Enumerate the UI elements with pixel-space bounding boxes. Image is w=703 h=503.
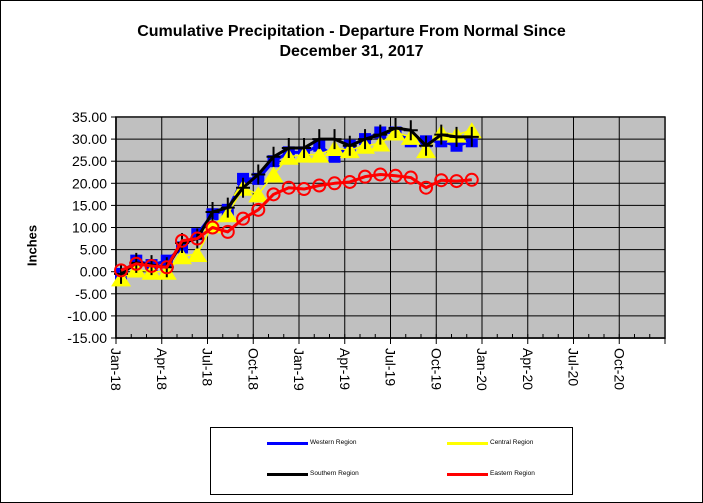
data-point-southern-region bbox=[449, 126, 464, 147]
legend-swatch-eastern bbox=[447, 473, 488, 476]
data-point-central-region bbox=[187, 246, 208, 263]
data-point-southern-region bbox=[236, 177, 251, 198]
x-tick-label: Jul-20 bbox=[566, 348, 582, 386]
data-point-southern-region bbox=[327, 129, 342, 150]
y-tick-label: 30.00 bbox=[72, 131, 107, 147]
data-point-eastern-region bbox=[281, 180, 296, 195]
data-point-eastern-region bbox=[297, 182, 312, 197]
data-point-southern-region bbox=[464, 126, 479, 147]
data-point-southern-region bbox=[358, 129, 373, 150]
data-point-southern-region bbox=[434, 124, 449, 145]
data-point-eastern-region bbox=[434, 173, 449, 188]
legend-swatch-western bbox=[267, 442, 308, 445]
data-point-central-region bbox=[309, 146, 330, 163]
data-point-eastern-region bbox=[358, 169, 373, 184]
x-tick-label: Apr-20 bbox=[520, 348, 536, 390]
data-point-eastern-region bbox=[220, 224, 235, 239]
x-tick-label: Apr-18 bbox=[154, 348, 170, 390]
chart-title-line2: December 31, 2017 bbox=[279, 43, 424, 60]
x-tick-label: Jan-19 bbox=[291, 348, 307, 391]
data-point-eastern-region bbox=[403, 170, 418, 185]
data-point-eastern-region bbox=[129, 256, 144, 271]
data-point-eastern-region bbox=[373, 167, 388, 182]
data-point-southern-region bbox=[251, 164, 266, 185]
y-tick-label: 20.00 bbox=[72, 175, 107, 191]
data-point-eastern-region bbox=[464, 172, 479, 187]
y-tick-label: 15.00 bbox=[72, 197, 107, 213]
legend-label-southern: Southern Region bbox=[310, 470, 359, 477]
data-point-eastern-region bbox=[388, 168, 403, 183]
x-tick-label: Jan-18 bbox=[108, 348, 124, 391]
data-point-eastern-region bbox=[114, 263, 129, 278]
x-tick-label: Oct-20 bbox=[611, 348, 627, 390]
chart-title: Cumulative Precipitation - Departure Fro… bbox=[0, 22, 703, 62]
data-point-eastern-region bbox=[159, 260, 174, 275]
data-point-eastern-region bbox=[251, 202, 266, 217]
data-point-southern-region bbox=[281, 137, 296, 158]
data-point-eastern-region bbox=[144, 258, 159, 273]
data-point-southern-region bbox=[373, 124, 388, 145]
y-tick-label: 5.00 bbox=[80, 242, 107, 258]
data-point-southern-region bbox=[205, 202, 220, 223]
y-tick-label: 25.00 bbox=[72, 153, 107, 169]
legend-swatch-southern bbox=[267, 473, 308, 476]
data-point-eastern-region bbox=[175, 233, 190, 248]
data-point-southern-region bbox=[403, 120, 418, 141]
data-point-eastern-region bbox=[236, 211, 251, 226]
data-point-southern-region bbox=[419, 135, 434, 156]
x-tick-label: Jul-19 bbox=[383, 348, 399, 386]
data-point-southern-region bbox=[220, 197, 235, 218]
data-point-southern-region bbox=[342, 135, 357, 156]
legend-label-eastern: Eastern Region bbox=[490, 470, 535, 477]
data-point-southern-region bbox=[297, 137, 312, 158]
data-point-eastern-region bbox=[266, 187, 281, 202]
legend: Western Region Central Region Southern R… bbox=[210, 427, 573, 495]
data-point-central-region bbox=[263, 166, 284, 183]
legend-label-western: Western Region bbox=[310, 439, 357, 446]
legend-label-central: Central Region bbox=[490, 439, 534, 446]
x-tick-label: Jul-18 bbox=[200, 348, 216, 386]
data-point-eastern-region bbox=[419, 180, 434, 195]
y-tick-label: 10.00 bbox=[72, 220, 107, 236]
y-tick-label: 35.00 bbox=[72, 109, 107, 125]
y-tick-label: -15.00 bbox=[67, 330, 107, 346]
x-tick-label: Apr-19 bbox=[337, 348, 353, 390]
chart-title-line1: Cumulative Precipitation - Departure Fro… bbox=[137, 23, 566, 40]
x-tick-label: Oct-19 bbox=[428, 348, 444, 390]
y-tick-label: 0.00 bbox=[80, 264, 107, 280]
x-tick-label: Jan-20 bbox=[474, 348, 490, 391]
data-point-eastern-region bbox=[449, 174, 464, 189]
data-point-southern-region bbox=[388, 118, 403, 139]
x-tick-label: Oct-18 bbox=[245, 348, 261, 390]
data-point-eastern-region bbox=[312, 178, 327, 193]
y-tick-label: -5.00 bbox=[75, 286, 107, 302]
legend-swatch-central bbox=[447, 442, 488, 445]
data-point-eastern-region bbox=[342, 174, 357, 189]
data-point-southern-region bbox=[312, 129, 327, 150]
data-point-central-region bbox=[248, 186, 269, 203]
data-point-central-region bbox=[172, 248, 193, 265]
data-point-eastern-region bbox=[327, 176, 342, 191]
data-point-southern-region bbox=[266, 146, 281, 167]
data-point-eastern-region bbox=[205, 220, 220, 235]
y-tick-label: -10.00 bbox=[67, 308, 107, 324]
data-point-eastern-region bbox=[190, 231, 205, 246]
